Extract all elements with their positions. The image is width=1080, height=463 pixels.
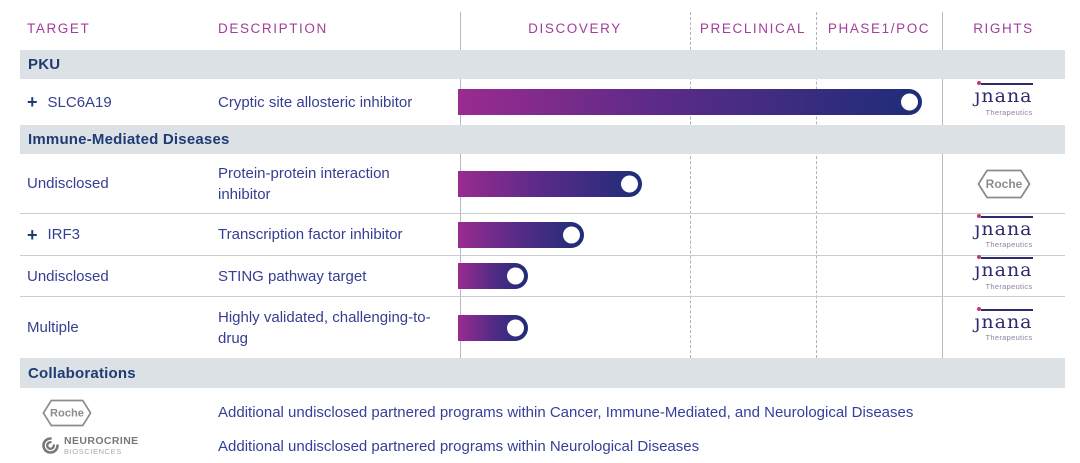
collaboration-row-roche: Roche Additional undisclosed partnered p…: [20, 394, 1065, 431]
pipeline-progress-bar: [458, 263, 528, 289]
program-row-sting: Undisclosed STING pathway target ȷnana T…: [20, 256, 1065, 297]
stage-chart-cell: [458, 297, 942, 358]
description-cell: Highly validated, challenging-to-drug: [218, 308, 431, 347]
expand-plus-icon[interactable]: +: [27, 92, 38, 112]
jnana-wordmark: ȷnana: [974, 83, 1033, 108]
table-header: TARGET DESCRIPTION DISCOVERY PRECLINICAL…: [20, 0, 1065, 50]
jnana-wordmark: ȷnana: [974, 257, 1033, 282]
jnana-therapeutics-logo: ȷnana Therapeutics: [974, 83, 1033, 117]
rights-cell: ȷnana Therapeutics: [942, 257, 1065, 291]
collaboration-text: Additional undisclosed partnered program…: [218, 404, 914, 421]
description-cell: Transcription factor inhibitor: [218, 226, 403, 243]
section-label: Immune-Mediated Diseases: [28, 131, 230, 148]
jnana-therapeutics-logo: ȷnana Therapeutics: [974, 308, 1033, 343]
expand-plus-icon[interactable]: +: [27, 224, 38, 245]
target-name: Undisclosed: [27, 267, 109, 285]
program-row-multiple: Multiple Highly validated, challenging-t…: [20, 297, 1065, 358]
pipeline-progress-bar: [458, 170, 642, 197]
section-header-collaborations: Collaborations: [20, 358, 1065, 388]
description-cell: Cryptic site allosteric inhibitor: [218, 93, 413, 111]
target-name: Multiple: [27, 319, 79, 336]
stage-chart-cell: [458, 256, 942, 296]
stage-chart-cell: [458, 154, 942, 213]
target-cell: Undisclosed: [20, 268, 205, 285]
target-name: IRF3: [47, 226, 81, 243]
target-cell: + IRF3: [20, 226, 205, 244]
column-header-phase1-poc: PHASE1/POC: [827, 20, 931, 36]
description-cell: Protein-protein interaction inhibitor: [218, 164, 390, 203]
stage-chart-cell: [458, 214, 942, 255]
section-header-immune-mediated: Immune-Mediated Diseases: [20, 125, 1065, 154]
column-header-phases: DISCOVERY PRECLINICAL PHASE1/POC: [460, 0, 942, 50]
bar-endpoint-marker: [621, 175, 638, 192]
target-name: SLC6A19: [47, 93, 112, 111]
bar-endpoint-marker: [507, 267, 524, 285]
pipeline-progress-bar: [458, 314, 528, 341]
jnana-therapeutics-label: Therapeutics: [985, 240, 1033, 250]
column-header-description: DESCRIPTION: [218, 20, 328, 36]
jnana-therapeutics-label: Therapeutics: [985, 333, 1033, 343]
target-cell: + SLC6A19: [20, 93, 205, 111]
description-cell: STING pathway target: [218, 267, 367, 285]
jnana-wordmark: ȷnana: [974, 215, 1033, 240]
section-header-pku: PKU: [20, 50, 1065, 79]
section-label: Collaborations: [28, 364, 136, 382]
partner-logo-cell: NEUROCRINE BIOSCIENCES: [20, 436, 205, 456]
program-row-slc6a19: + SLC6A19 Cryptic site allosteric inhibi…: [20, 79, 1065, 125]
pipeline-progress-bar: [458, 89, 922, 115]
target-cell: Multiple: [20, 319, 205, 336]
neurocrine-wordmark: NEUROCRINE: [64, 435, 139, 448]
column-divider-phase1: [816, 12, 817, 358]
jnana-therapeutics-label: Therapeutics: [985, 107, 1033, 117]
rights-cell: ȷnana Therapeutics: [942, 83, 1065, 117]
target-cell: Undisclosed: [20, 175, 205, 192]
bar-endpoint-marker: [901, 93, 918, 111]
partner-logo-cell: Roche: [20, 399, 205, 427]
column-header-preclinical: PRECLINICAL: [699, 20, 807, 36]
collaboration-row-neurocrine: NEUROCRINE BIOSCIENCES Additional undisc…: [20, 431, 1065, 461]
target-name: Undisclosed: [27, 175, 109, 192]
collaboration-text: Additional undisclosed partnered program…: [218, 437, 700, 455]
column-header-discovery: DISCOVERY: [528, 20, 622, 36]
pipeline-progress-bar: [458, 221, 584, 248]
column-header-target: TARGET: [27, 20, 91, 36]
stage-chart-cell: [458, 79, 942, 125]
section-label: PKU: [28, 56, 61, 73]
rights-cell: ȷnana Therapeutics: [942, 215, 1065, 250]
rights-cell: Roche: [942, 169, 1065, 199]
neurocrine-biosciences-label: BIOSCIENCES: [64, 446, 122, 456]
column-header-rights: RIGHTS: [973, 20, 1034, 36]
column-divider-rights: [942, 12, 943, 358]
neurocrine-swirl-icon: [42, 437, 59, 455]
program-row-ppi-inhibitor: Undisclosed Protein-protein interaction …: [20, 154, 1065, 214]
svg-text:Roche: Roche: [985, 177, 1022, 191]
svg-text:Roche: Roche: [50, 407, 84, 419]
jnana-therapeutics-label: Therapeutics: [985, 281, 1033, 291]
rights-cell: ȷnana Therapeutics: [942, 308, 1065, 343]
jnana-therapeutics-logo: ȷnana Therapeutics: [974, 215, 1033, 250]
column-divider-preclinical: [690, 12, 691, 358]
roche-logo: Roche: [42, 399, 92, 426]
bar-endpoint-marker: [507, 319, 524, 336]
jnana-therapeutics-logo: ȷnana Therapeutics: [974, 257, 1033, 291]
bar-endpoint-marker: [563, 226, 580, 243]
neurocrine-logo: NEUROCRINE BIOSCIENCES: [42, 436, 139, 456]
roche-logo: Roche: [976, 169, 1031, 198]
program-row-irf3: + IRF3 Transcription factor inhibitor ȷn…: [20, 214, 1065, 256]
jnana-wordmark: ȷnana: [974, 308, 1033, 333]
